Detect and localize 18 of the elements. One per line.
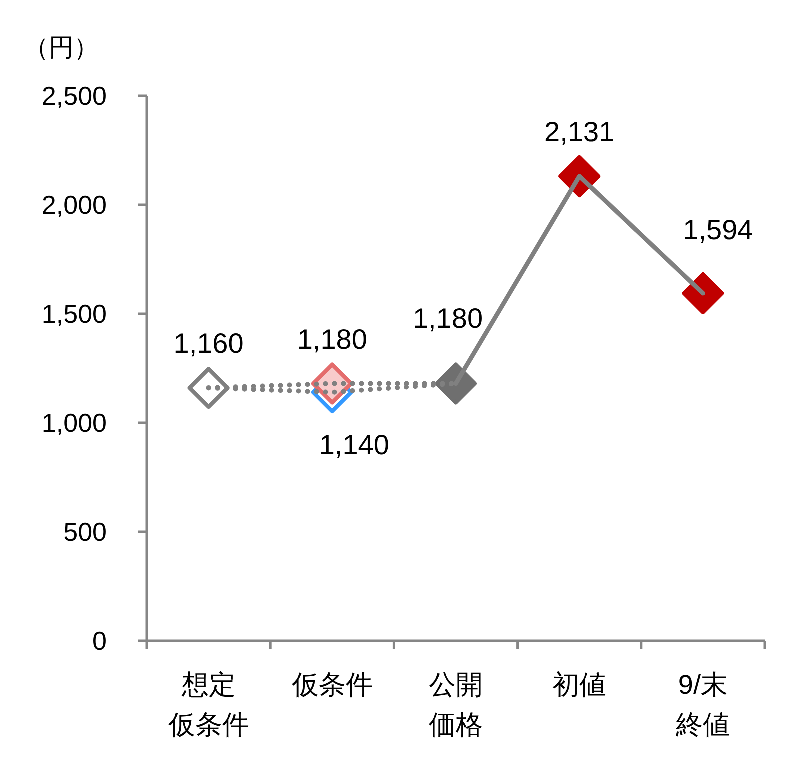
data-label: 1,160 <box>174 328 244 360</box>
x-tick-label: 公開価格 <box>429 670 483 740</box>
x-tick-label: 仮条件 <box>290 670 373 700</box>
y-tick-label: 1,500 <box>42 299 107 329</box>
y-axis-title: （円） <box>24 34 99 62</box>
y-tick-label: 2,500 <box>42 81 107 111</box>
data-label: 1,594 <box>683 214 754 246</box>
y-tick-label: 2,000 <box>42 190 107 220</box>
data-label: 1,180 <box>412 302 484 334</box>
y-tick-label: 0 <box>92 626 107 656</box>
data-label: 1,180 <box>297 324 368 355</box>
x-tick-label: 想定仮条件 <box>167 670 250 740</box>
y-tick-label: 1,000 <box>42 408 107 438</box>
x-tick-label: 初値 <box>552 670 607 700</box>
x-tick-label: 9/末終値 <box>675 670 730 740</box>
y-tick-label: 500 <box>64 517 107 547</box>
data-label: 2,131 <box>544 116 615 148</box>
data-label: 1,140 <box>319 429 390 460</box>
